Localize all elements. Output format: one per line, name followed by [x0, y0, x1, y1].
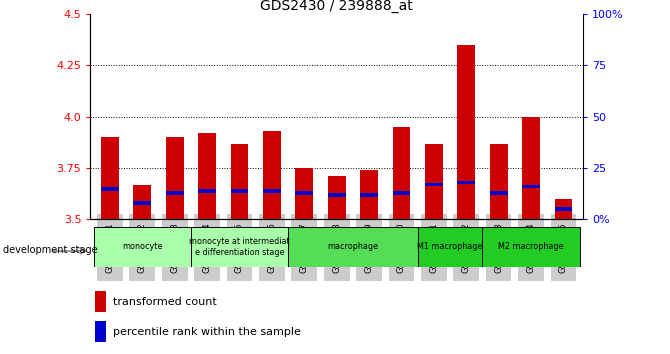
- Bar: [328, 176, 346, 219]
- Bar: [165, 191, 184, 195]
- Bar: [165, 137, 184, 219]
- Bar: [295, 168, 313, 219]
- Bar: [191, 227, 288, 267]
- Bar: [95, 321, 107, 342]
- Bar: [263, 189, 281, 193]
- Bar: [295, 191, 313, 195]
- Bar: [101, 187, 119, 190]
- Bar: [490, 143, 508, 219]
- Bar: [490, 191, 508, 195]
- Bar: [328, 193, 346, 197]
- Title: GDS2430 / 239888_at: GDS2430 / 239888_at: [261, 0, 413, 13]
- Bar: [425, 143, 443, 219]
- Bar: [458, 45, 475, 219]
- Bar: [360, 170, 378, 219]
- Bar: [417, 227, 482, 267]
- Bar: [522, 117, 540, 219]
- Bar: [393, 191, 411, 195]
- Bar: [133, 201, 151, 205]
- Bar: [425, 183, 443, 187]
- Bar: [360, 193, 378, 197]
- Bar: [555, 199, 572, 219]
- Text: monocyte: monocyte: [122, 242, 162, 251]
- Text: monocyte at intermediat
e differentiation stage: monocyte at intermediat e differentiatio…: [189, 237, 290, 257]
- Bar: [458, 181, 475, 184]
- Bar: [522, 185, 540, 188]
- Bar: [95, 291, 107, 312]
- Bar: [101, 137, 119, 219]
- Bar: [94, 227, 191, 267]
- Bar: [555, 207, 572, 211]
- Text: M1 macrophage: M1 macrophage: [417, 242, 483, 251]
- Bar: [288, 227, 417, 267]
- Bar: [263, 131, 281, 219]
- Bar: [198, 189, 216, 193]
- Bar: [482, 227, 580, 267]
- Text: percentile rank within the sample: percentile rank within the sample: [113, 327, 300, 337]
- Text: macrophage: macrophage: [328, 242, 379, 251]
- Bar: [198, 133, 216, 219]
- Bar: [133, 184, 151, 219]
- Text: M2 macrophage: M2 macrophage: [498, 242, 564, 251]
- Bar: [230, 189, 249, 193]
- Bar: [230, 143, 249, 219]
- Bar: [393, 127, 411, 219]
- Text: development stage: development stage: [3, 245, 98, 255]
- Text: transformed count: transformed count: [113, 297, 216, 307]
